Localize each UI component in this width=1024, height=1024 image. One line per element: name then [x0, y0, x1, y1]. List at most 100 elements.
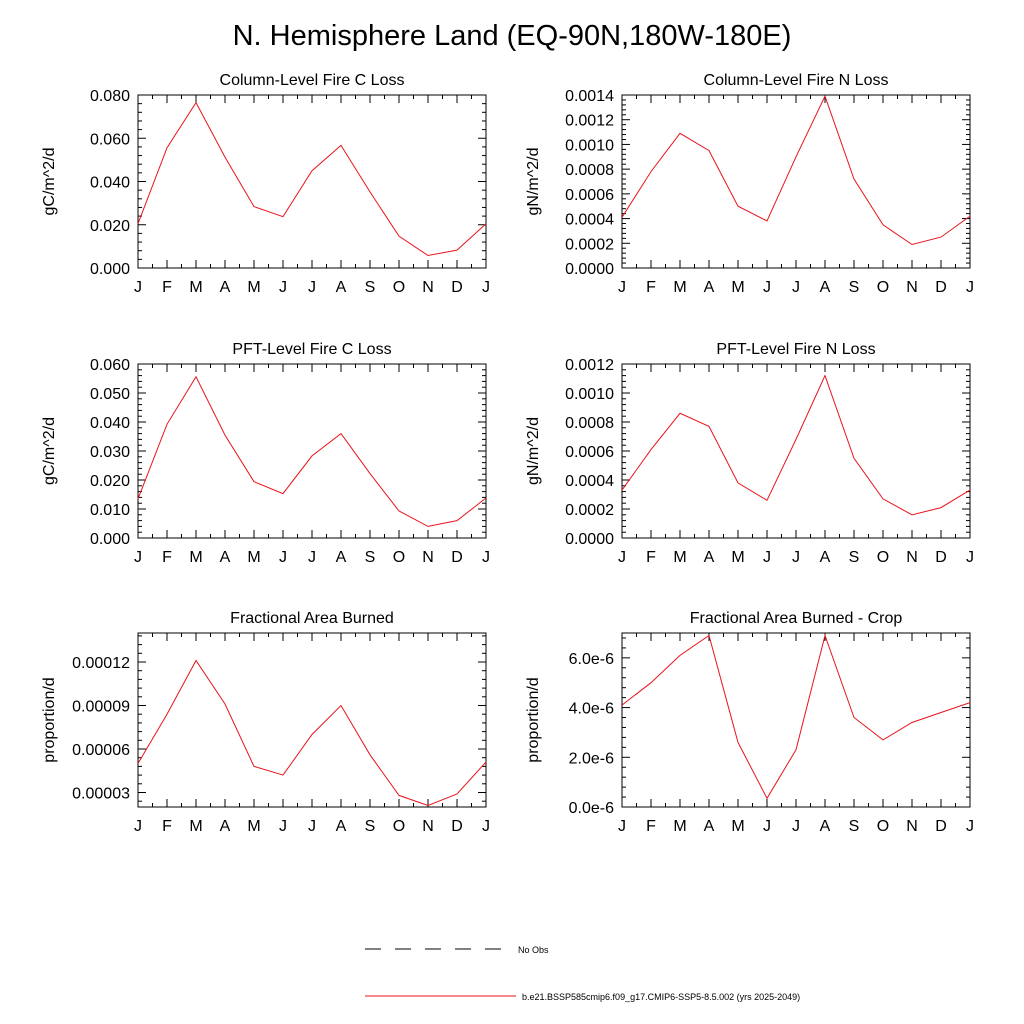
x-tick-label: F — [162, 279, 172, 296]
y-tick-label: 6.0e-6 — [569, 651, 614, 668]
y-axis-label: gC/m^2/d — [41, 148, 58, 216]
y-tick-label: 0.00003 — [72, 786, 130, 803]
x-tick-label: M — [189, 818, 202, 835]
y-tick-label: 0.0006 — [565, 187, 614, 204]
x-tick-label: J — [618, 549, 626, 566]
x-tick-label: S — [849, 279, 860, 296]
x-tick-label: J — [308, 818, 316, 835]
x-tick-label: J — [763, 549, 771, 566]
x-tick-label: S — [365, 549, 376, 566]
x-tick-label: S — [365, 279, 376, 296]
y-tick-label: 0.0004 — [565, 212, 614, 229]
x-tick-label: A — [336, 549, 347, 566]
x-tick-label: J — [134, 549, 142, 566]
y-tick-label: 0.0002 — [565, 502, 614, 519]
x-tick-label: M — [247, 818, 260, 835]
y-tick-label: 0.0000 — [565, 261, 614, 278]
x-tick-label: J — [792, 279, 800, 296]
y-tick-label: 0.00009 — [72, 699, 130, 716]
x-tick-label: J — [792, 818, 800, 835]
legend-label-no-obs: No Obs — [518, 945, 549, 955]
x-tick-label: O — [393, 818, 405, 835]
x-tick-label: S — [365, 818, 376, 835]
y-tick-label: 0.0008 — [565, 162, 614, 179]
x-tick-label: N — [422, 279, 434, 296]
y-tick-label: 0.0002 — [565, 236, 614, 253]
x-tick-label: J — [966, 279, 974, 296]
x-tick-label: O — [877, 549, 889, 566]
y-axis-label: proportion/d — [41, 677, 58, 762]
x-tick-label: A — [704, 279, 715, 296]
x-tick-label: M — [731, 818, 744, 835]
x-tick-label: O — [393, 279, 405, 296]
x-tick-label: A — [704, 549, 715, 566]
y-axis-label: gC/m^2/d — [41, 417, 58, 485]
y-tick-label: 0.0012 — [565, 113, 614, 130]
x-tick-label: F — [162, 549, 172, 566]
x-tick-label: M — [731, 279, 744, 296]
x-tick-label: J — [308, 279, 316, 296]
x-tick-label: J — [482, 549, 490, 566]
legend-label-model: b.e21.BSSP585cmip6.f09_g17.CMIP6-SSP5-8.… — [522, 992, 800, 1002]
chart-title: Fractional Area Burned — [230, 610, 394, 627]
y-tick-label: 0.0010 — [565, 386, 614, 403]
x-tick-label: N — [906, 279, 918, 296]
plot-frame — [137, 632, 487, 808]
x-tick-label: N — [906, 818, 918, 835]
x-tick-label: M — [189, 549, 202, 566]
y-tick-label: 0.0014 — [565, 88, 614, 105]
x-tick-label: A — [704, 818, 715, 835]
y-tick-label: 0.0e-6 — [569, 800, 614, 817]
plot-frame — [621, 94, 971, 269]
y-tick-label: 0.060 — [90, 357, 130, 374]
x-tick-label: J — [792, 549, 800, 566]
y-tick-label: 2.0e-6 — [569, 750, 614, 767]
x-tick-label: J — [482, 279, 490, 296]
y-tick-label: 4.0e-6 — [569, 701, 614, 718]
x-tick-label: A — [820, 818, 831, 835]
y-tick-label: 0.0006 — [565, 444, 614, 461]
x-tick-label: D — [935, 549, 947, 566]
x-tick-label: J — [763, 279, 771, 296]
x-tick-label: F — [646, 549, 656, 566]
x-tick-label: J — [763, 818, 771, 835]
y-tick-label: 0.020 — [90, 473, 130, 490]
y-axis-label: gN/m^2/d — [525, 148, 542, 216]
y-tick-label: 0.000 — [90, 261, 130, 278]
x-tick-label: J — [618, 279, 626, 296]
legend: No Obs b.e21.BSSP585cmip6.f09_g17.CMIP6-S… — [365, 945, 800, 1002]
y-tick-label: 0.0008 — [565, 415, 614, 432]
y-tick-label: 0.00012 — [72, 655, 130, 672]
x-tick-label: J — [134, 279, 142, 296]
x-tick-label: A — [820, 279, 831, 296]
y-tick-label: 0.000 — [90, 531, 130, 548]
x-tick-label: S — [849, 818, 860, 835]
chart-title: PFT-Level Fire C Loss — [232, 341, 391, 358]
series-line — [621, 94, 971, 246]
y-tick-label: 0.0012 — [565, 357, 614, 374]
x-tick-label: M — [731, 549, 744, 566]
x-tick-label: J — [134, 818, 142, 835]
figure-title: N. Hemisphere Land (EQ-90N,180W-180E) — [232, 20, 792, 52]
y-tick-label: 0.0000 — [565, 531, 614, 548]
x-tick-label: N — [422, 549, 434, 566]
x-tick-label: O — [877, 818, 889, 835]
x-tick-label: M — [673, 549, 686, 566]
y-tick-label: 0.030 — [90, 444, 130, 461]
y-tick-label: 0.040 — [90, 415, 130, 432]
chart-title: Column-Level Fire N Loss — [704, 72, 889, 89]
x-tick-label: D — [451, 818, 463, 835]
x-tick-label: J — [308, 549, 316, 566]
x-tick-label: A — [220, 549, 231, 566]
x-tick-label: N — [906, 549, 918, 566]
x-tick-label: M — [189, 279, 202, 296]
x-tick-label: O — [393, 549, 405, 566]
x-tick-label: M — [673, 818, 686, 835]
x-tick-label: A — [336, 279, 347, 296]
